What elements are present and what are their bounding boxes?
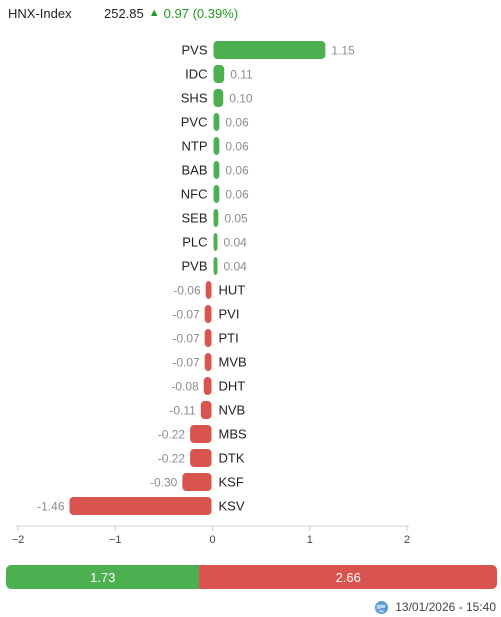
value-label-dht: -0.08 — [171, 380, 199, 394]
value-label-mvb: -0.07 — [172, 356, 200, 370]
category-label-idc: IDC — [185, 67, 207, 82]
value-label-nfc: 0.06 — [225, 188, 249, 202]
negative-total-segment: 2.66 — [199, 565, 497, 589]
value-label-seb: 0.05 — [224, 212, 248, 226]
category-label-hut: HUT — [219, 283, 246, 298]
index-header: HNX-Index 252.85 ▲ 0.97 (0.39%) — [8, 3, 238, 23]
positive-total-segment: 1.73 — [6, 565, 200, 589]
category-label-pti: PTI — [219, 331, 239, 346]
index-value: 252.85 — [104, 5, 144, 21]
globe-icon[interactable] — [374, 600, 389, 615]
x-tick-label: −1 — [109, 534, 122, 546]
timestamp: 13/01/2026 - 15:40 — [395, 600, 496, 614]
value-label-dtk: -0.22 — [158, 452, 186, 466]
category-label-shs: SHS — [181, 91, 208, 106]
bar-nvb — [200, 401, 212, 419]
bar-ksf — [182, 473, 212, 491]
value-label-ksf: -0.30 — [150, 476, 178, 490]
summary-bar: 1.73 2.66 — [6, 565, 497, 589]
triangle-up-icon: ▲ — [148, 7, 160, 19]
bar-pvi — [204, 305, 212, 323]
category-label-seb: SEB — [181, 211, 207, 226]
value-label-shs: 0.10 — [229, 92, 253, 106]
x-tick-label: 2 — [404, 534, 410, 546]
bar-idc — [213, 65, 225, 83]
bar-pvb — [213, 257, 218, 275]
value-label-pti: -0.07 — [172, 332, 200, 346]
category-label-dtk: DTK — [219, 451, 245, 466]
category-label-ksf: KSF — [219, 475, 244, 490]
bar-ksv — [69, 497, 212, 515]
category-label-dht: DHT — [219, 379, 246, 394]
category-label-plc: PLC — [182, 235, 207, 250]
footer: 13/01/2026 - 15:40 — [374, 597, 496, 617]
category-label-pvc: PVC — [181, 115, 208, 130]
bar-dtk — [190, 449, 212, 467]
x-tick-label: −2 — [12, 534, 25, 546]
bar-dht — [203, 377, 212, 395]
value-label-pvi: -0.07 — [172, 308, 200, 322]
value-label-bab: 0.06 — [225, 164, 249, 178]
value-label-idc: 0.11 — [230, 68, 253, 82]
value-label-plc: 0.04 — [224, 236, 248, 250]
category-label-pvs: PVS — [181, 43, 207, 58]
x-tick-label: 1 — [307, 534, 313, 546]
bar-shs — [213, 89, 224, 107]
value-label-nvb: -0.11 — [169, 404, 196, 418]
contribution-bar-chart: PVS 1.15 IDC 0.11 SHS 0.10 PVC 0.06 NTP 0.06 BAB 0.… — [12, 41, 410, 546]
bar-seb — [213, 209, 219, 227]
category-label-nfc: NFC — [181, 187, 208, 202]
value-label-hut: -0.06 — [173, 284, 201, 298]
category-label-bab: BAB — [181, 163, 207, 178]
bar-hut — [205, 281, 212, 299]
bar-plc — [213, 233, 218, 251]
category-label-pvb: PVB — [181, 259, 207, 274]
value-label-ntp: 0.06 — [225, 140, 249, 154]
bar-pvc — [213, 113, 220, 131]
bar-nfc — [213, 185, 220, 203]
category-label-mvb: MVB — [219, 355, 247, 370]
bar-ntp — [213, 137, 220, 155]
category-label-nvb: NVB — [219, 403, 246, 418]
positive-total-label: 1.73 — [90, 569, 116, 585]
value-label-mbs: -0.22 — [158, 428, 186, 442]
bar-pti — [204, 329, 212, 347]
bar-mvb — [204, 353, 212, 371]
value-label-pvc: 0.06 — [225, 116, 249, 130]
bar-mbs — [190, 425, 212, 443]
value-label-ksv: -1.46 — [37, 500, 65, 514]
negative-total-label: 2.66 — [335, 569, 361, 585]
category-label-mbs: MBS — [219, 427, 248, 442]
bar-bab — [213, 161, 220, 179]
bar-pvs — [213, 41, 326, 59]
category-label-ntp: NTP — [182, 139, 208, 154]
x-tick-label: 0 — [209, 534, 215, 546]
value-label-pvs: 1.15 — [331, 44, 355, 58]
index-name: HNX-Index — [8, 5, 72, 21]
category-label-pvi: PVI — [219, 307, 240, 322]
category-label-ksv: KSV — [219, 499, 245, 514]
value-label-pvb: 0.04 — [224, 260, 248, 274]
index-change: 0.97 (0.39%) — [163, 5, 239, 21]
